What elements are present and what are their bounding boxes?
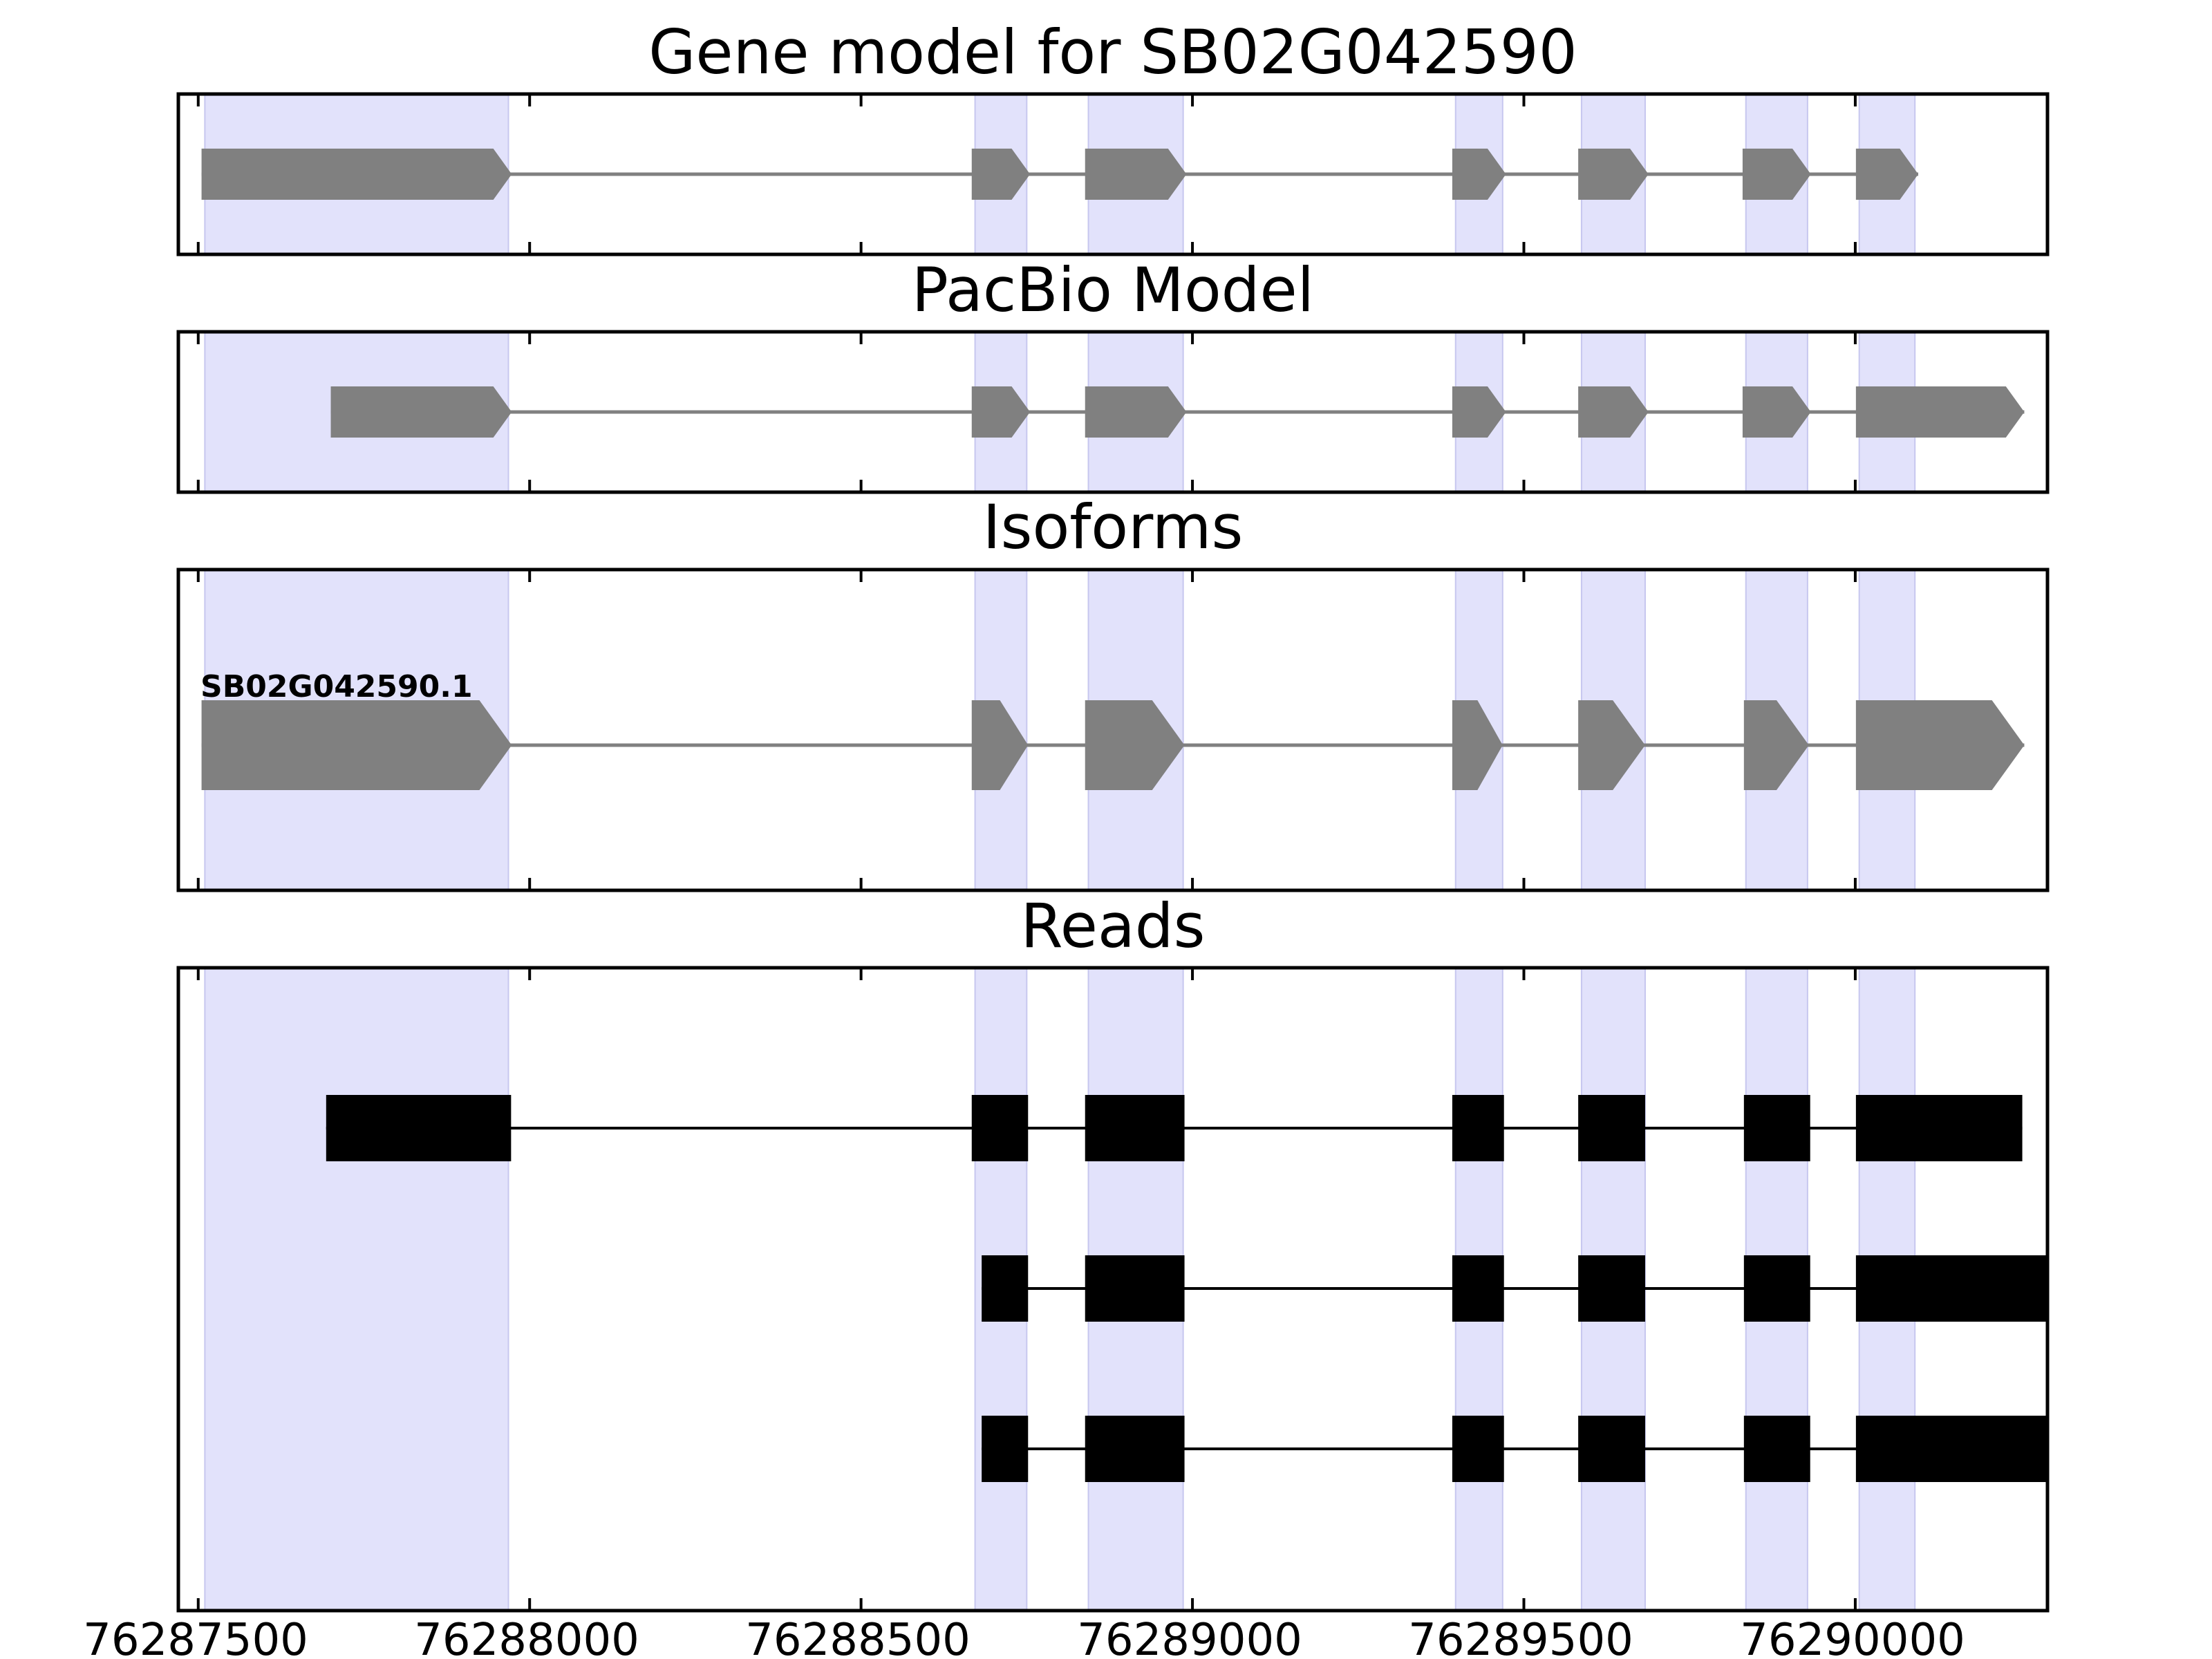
exon-arrow-3-5 <box>1578 700 1645 790</box>
read-block-2-4 <box>1578 1255 1645 1322</box>
read-block-2-1 <box>982 1255 1029 1322</box>
read-block-3-1 <box>982 1416 1029 1482</box>
exon-arrow-3-1 <box>201 700 512 790</box>
isoform-label: SB02G042590.1 <box>200 669 473 704</box>
read-block-3-5 <box>1743 1416 1810 1482</box>
read-block-1-5 <box>1578 1095 1645 1161</box>
exon-arrow-2-1 <box>330 386 512 438</box>
exon-arrow-1-4 <box>1452 149 1506 200</box>
exon-arrow-1-2 <box>971 149 1031 200</box>
read-block-3-4 <box>1578 1416 1645 1482</box>
read-block-3-3 <box>1452 1416 1504 1482</box>
read-block-1-4 <box>1452 1095 1504 1161</box>
read-block-1-2 <box>971 1095 1029 1161</box>
x-tick-label-6: 76290000 <box>1740 1615 1965 1659</box>
exon-arrow-2-2 <box>971 386 1031 438</box>
read-block-2-2 <box>1085 1255 1185 1322</box>
x-tick-label-4: 76289000 <box>1077 1615 1302 1659</box>
panel-frame-2 <box>176 330 2050 494</box>
read-block-1-3 <box>1085 1095 1185 1161</box>
exon-arrow-1-1 <box>201 149 512 200</box>
exon-arrow-3-7 <box>1855 700 2025 790</box>
pacbio-model-title: PacBio Model <box>912 254 1314 326</box>
x-tick-label-5: 76289500 <box>1408 1615 1633 1659</box>
read-block-2-6 <box>1855 1255 2047 1322</box>
exon-arrow-3-4 <box>1452 700 1503 790</box>
exon-arrow-1-3 <box>1085 149 1187 200</box>
panel-frame-4 <box>176 966 2050 1613</box>
read-block-3-2 <box>1085 1416 1185 1482</box>
read-block-1-1 <box>326 1095 512 1161</box>
read-block-2-5 <box>1743 1255 1810 1322</box>
x-tick-label-2: 76288000 <box>414 1615 639 1659</box>
panel-frame-3 <box>176 568 2050 892</box>
exon-arrow-2-7 <box>1855 386 2025 438</box>
exon-arrow-2-3 <box>1085 386 1187 438</box>
x-tick-label-3: 76288500 <box>745 1615 971 1659</box>
highlight-region-4-1 <box>204 967 509 1611</box>
isoforms-title: Isoforms <box>983 491 1244 563</box>
read-block-2-3 <box>1452 1255 1504 1322</box>
exon-arrow-2-5 <box>1578 386 1649 438</box>
exon-arrow-1-6 <box>1742 149 1811 200</box>
exon-arrow-3-3 <box>1085 700 1185 790</box>
read-block-1-7 <box>1855 1095 2023 1161</box>
exon-arrow-1-5 <box>1578 149 1649 200</box>
exon-arrow-3-6 <box>1743 700 1809 790</box>
panel-frame-1 <box>176 92 2050 256</box>
read-block-3-6 <box>1855 1416 2047 1482</box>
exon-arrow-2-4 <box>1452 386 1506 438</box>
exon-arrow-2-6 <box>1742 386 1811 438</box>
read-block-1-6 <box>1743 1095 1810 1161</box>
exon-arrow-1-7 <box>1855 149 1919 200</box>
x-tick-label-1: 76287500 <box>83 1615 308 1659</box>
reads-title: Reads <box>1021 890 1206 962</box>
gene-model-title: Gene model for SB02G042590 <box>648 17 1577 88</box>
exon-arrow-3-2 <box>971 700 1029 790</box>
